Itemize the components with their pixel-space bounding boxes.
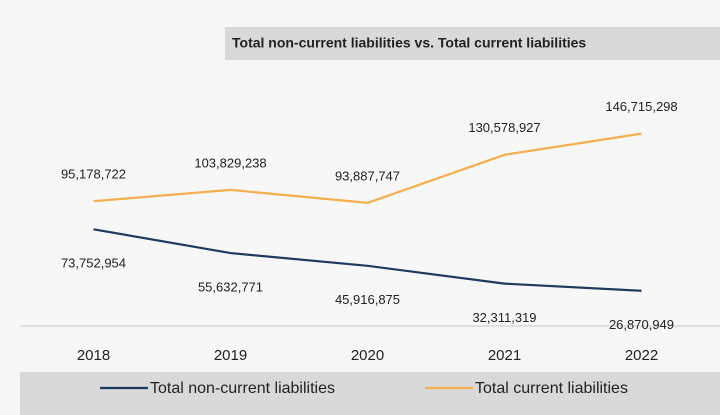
data-label: 146,715,298 [605, 99, 677, 114]
data-label: 95,178,722 [61, 167, 126, 182]
data-label: 130,578,927 [468, 120, 540, 135]
title-box [225, 27, 720, 60]
data-label: 32,311,319 [472, 310, 536, 325]
x-tick-label: 2018 [77, 347, 110, 364]
legend-box [20, 372, 720, 415]
x-tick-label: 2021 [488, 347, 521, 364]
line [93, 132, 642, 205]
data-label: 93,887,747 [335, 168, 400, 183]
chart-title: Total non-current liabilities vs. Total … [232, 35, 586, 51]
legend-label: Total non-current liabilities [150, 380, 335, 397]
data-label: 55,632,771 [198, 279, 263, 294]
x-tick-label: 2020 [351, 347, 384, 364]
data-label: 103,829,238 [194, 155, 266, 170]
data-label: 73,752,954 [61, 256, 126, 271]
x-tick-label: 2019 [214, 347, 247, 364]
x-tick-label: 2022 [625, 347, 658, 364]
line [93, 228, 642, 292]
legend-label: Total current liabilities [475, 380, 628, 397]
data-label: 26,870,949 [609, 317, 674, 332]
data-label: 45,916,875 [335, 292, 400, 307]
